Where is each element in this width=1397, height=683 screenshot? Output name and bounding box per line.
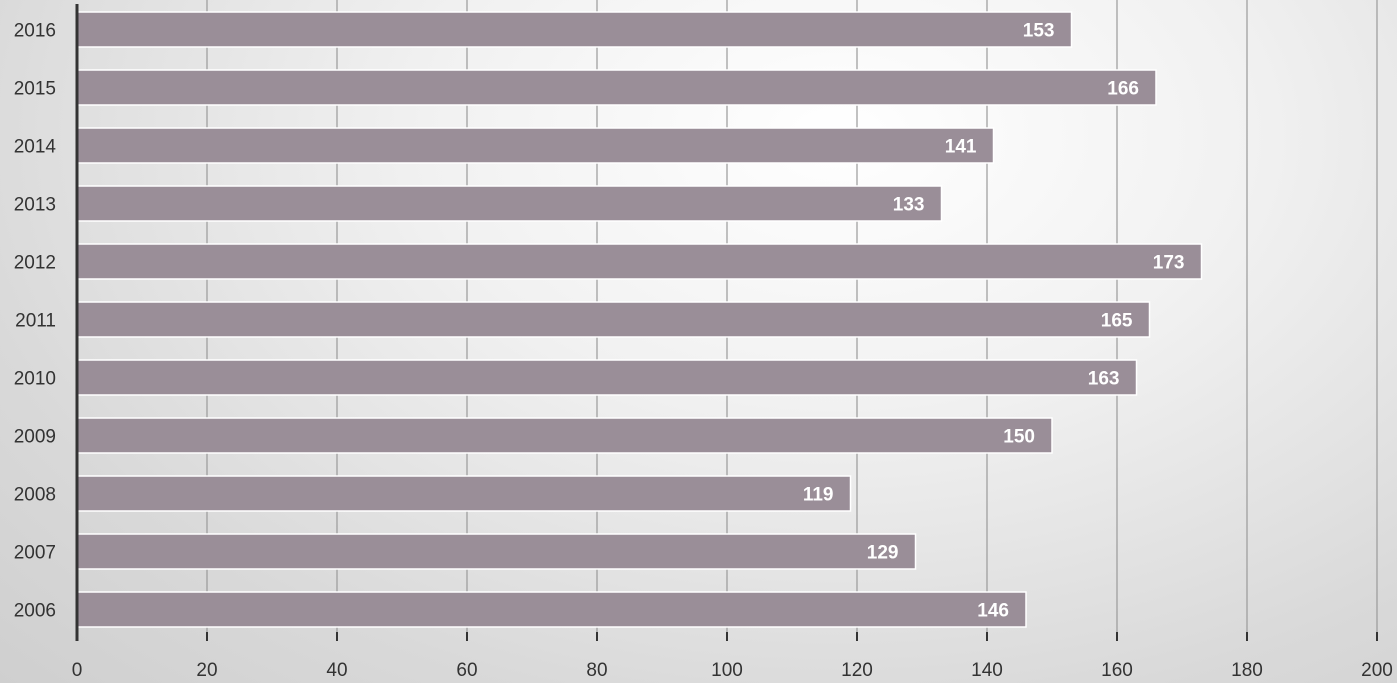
- data-label-2015: 166: [1107, 79, 1139, 100]
- x-tick-label: 180: [1231, 660, 1263, 681]
- x-tick-label: 120: [841, 660, 873, 681]
- data-label-2016: 153: [1023, 21, 1055, 42]
- data-label-2009: 150: [1003, 427, 1035, 448]
- bar-2016: [76, 11, 1073, 48]
- x-tick-label: 40: [326, 660, 347, 681]
- bar-2015: [76, 69, 1157, 106]
- bar-2010: [76, 359, 1138, 396]
- y-axis-tick-labels: 2016 2015 2014 2013 2012 2011 2010 2009 2008 2007…: [14, 21, 57, 622]
- data-label-2012: 173: [1153, 253, 1185, 274]
- y-tick-label: 2010: [14, 369, 56, 390]
- x-tick-label: 160: [1101, 660, 1133, 681]
- x-tick-label: 20: [196, 660, 217, 681]
- x-axis-ticks: [76, 632, 1378, 641]
- y-tick-label: 2008: [14, 485, 56, 506]
- x-tick-label: 200: [1361, 660, 1393, 681]
- data-label-2007: 129: [867, 543, 899, 564]
- y-tick-label: 2007: [14, 543, 56, 564]
- bar-2014: [76, 127, 995, 164]
- data-label-2013: 133: [893, 195, 925, 216]
- bar-2011: [76, 301, 1151, 338]
- data-label-2011: 165: [1101, 311, 1133, 332]
- y-tick-label: 2011: [15, 311, 56, 332]
- y-tick-label: 2012: [14, 253, 56, 274]
- data-label-2008: 119: [803, 485, 834, 506]
- bar-2009: [76, 417, 1053, 454]
- x-tick-label: 0: [72, 660, 83, 681]
- y-tick-label: 2013: [14, 195, 56, 216]
- x-tick-label: 100: [711, 660, 743, 681]
- y-tick-label: 2006: [14, 601, 56, 622]
- bars: [76, 11, 1203, 628]
- y-tick-label: 2014: [14, 137, 57, 158]
- y-tick-label: 2015: [14, 79, 56, 100]
- y-tick-label: 2016: [14, 21, 56, 42]
- bar-2007: [76, 533, 917, 570]
- bar-2006: [76, 591, 1027, 628]
- data-label-2010: 163: [1088, 369, 1120, 390]
- x-tick-label: 60: [456, 660, 477, 681]
- y-tick-label: 2009: [14, 427, 56, 448]
- bar-2013: [76, 185, 943, 222]
- data-label-2014: 141: [945, 137, 977, 158]
- x-tick-label: 140: [971, 660, 1003, 681]
- data-labels: 153 166 141 133 173 165 163 150 119 129 146: [803, 21, 1185, 622]
- x-axis-tick-labels: 0 20 40 60 80 100 120 140 160 180 200: [72, 660, 1393, 681]
- bar-2012: [76, 243, 1203, 280]
- x-tick-label: 80: [586, 660, 607, 681]
- bar-2008: [76, 475, 852, 512]
- data-label-2006: 146: [977, 601, 1009, 622]
